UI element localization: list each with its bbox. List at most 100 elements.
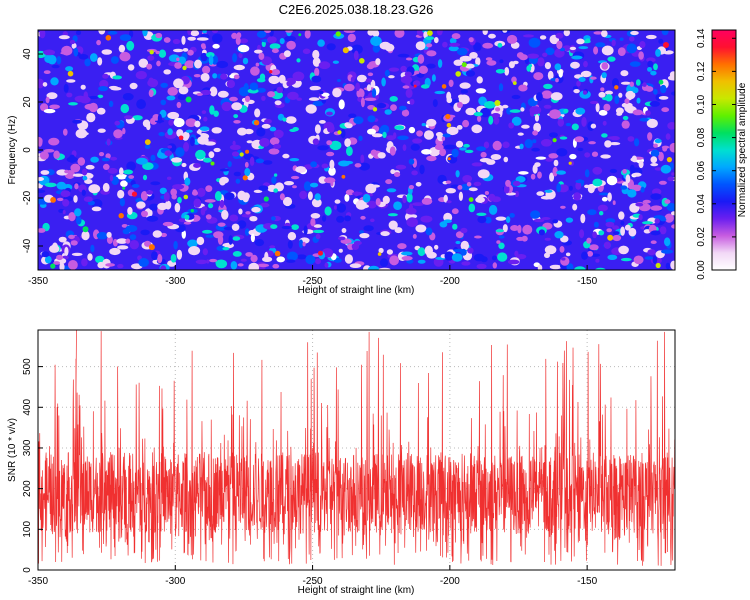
heatmap-cell [251,206,261,213]
heatmap-cell [68,234,75,239]
heatmap-cell [434,37,439,44]
heatmap-cell [408,158,415,165]
heatmap-cell [625,174,631,184]
heatmap-cell [324,177,336,184]
heatmap-cell [193,163,201,168]
heatmap-cell [209,86,218,97]
heatmap-cell [240,258,247,262]
heatmap-cell [155,50,160,55]
heatmap-cell [569,153,577,160]
colorbar-label: Normalized spectral amplitude [737,82,748,217]
heatmap-cell [473,42,482,52]
heatmap-cell [249,82,259,91]
heatmap-cell [469,52,478,59]
heatmap-cell [645,110,651,116]
heatmap-cell [286,80,292,87]
heatmap-cell [298,33,302,37]
heatmap-cell [518,171,529,175]
heatmap-cell [460,248,467,256]
heatmap-cell [600,87,605,92]
heatmap-cell [599,211,604,216]
heatmap-cell [506,107,512,115]
heatmap-cell [341,228,347,233]
heatmap-cell [385,179,393,185]
heatmap-cell [378,267,391,270]
heatmap-cell [91,199,103,209]
heatmap-cell [384,109,392,115]
heatmap-cell [232,140,236,146]
heatmap-cell [159,187,167,194]
heatmap-cell [647,132,653,141]
heatmap-cell [486,60,497,66]
heatmap-cell [213,110,219,117]
heatmap-cell [575,107,586,115]
heatmap-cell [664,237,671,247]
heatmap-cell [177,94,187,101]
heatmap-cell [67,70,74,77]
heatmap-cell [658,151,664,162]
heatmap-cell [167,145,172,149]
heatmap-cell [96,39,101,46]
heatmap-cell [114,120,120,126]
heatmap-cell [246,140,253,144]
heatmap-cell [629,81,634,87]
heatmap-cell [196,37,209,41]
heatmap-cell [187,49,194,56]
heatmap-cell [105,35,112,41]
heatmap-cell [389,96,398,102]
heatmap-cell [347,33,356,43]
heatmap-cell [178,86,189,95]
heatmap-cell [556,40,563,50]
heatmap-cell [503,184,510,194]
heatmap-cell [146,190,154,195]
heatmap-cell [75,216,82,225]
heatmap-cell [382,195,390,204]
heatmap-cell [184,177,191,186]
heatmap-cell [319,90,324,95]
heatmap-cell [607,192,612,202]
heatmap-cell [536,92,543,102]
heatmap-cell [517,224,522,234]
snr-x-tick-label: -300 [165,576,185,587]
heatmap-cell [48,137,60,146]
heatmap-cell [591,151,599,157]
heatmap-cell [257,263,270,268]
heatmap-cell [443,194,448,203]
heatmap-cell [442,41,448,48]
heatmap-cell [287,240,293,249]
heatmap-cell [642,221,653,225]
heatmap-cell [202,65,211,74]
heatmap-cell [319,120,326,124]
heatmap-cell [205,214,212,220]
heatmap-cell [206,52,215,58]
heatmap-cell [175,147,185,158]
heatmap-cell [548,153,559,159]
heatmap-cell [181,229,186,239]
heatmap-cell [390,104,397,111]
heatmap-cell [326,151,335,157]
heatmap-x-ticks: -350 -300 -250 -200 -150 [28,265,598,287]
heatmap-cell [233,114,239,119]
heatmap-cell [639,41,646,49]
heatmap-cell [176,101,182,109]
heatmap-cell [512,180,521,187]
heatmap-cell [477,115,482,122]
heatmap-cell [554,63,562,71]
heatmap-cell [253,189,263,193]
heatmap-cell [439,148,447,157]
heatmap-cell [464,149,474,154]
heatmap-cell [344,160,354,165]
heatmap-cell [515,176,526,183]
heatmap-cell [173,78,184,89]
heatmap-cell [358,162,370,171]
heatmap-cell [663,42,669,48]
heatmap-cell [451,148,459,158]
heatmap-cell [244,95,251,103]
heatmap-cell [326,111,333,116]
heatmap-cell [421,149,432,155]
heatmap-cell [484,101,496,109]
heatmap-cell [249,156,255,166]
heatmap-cell [38,228,46,233]
heatmap-cell [128,175,135,179]
heatmap-cell [579,229,585,239]
